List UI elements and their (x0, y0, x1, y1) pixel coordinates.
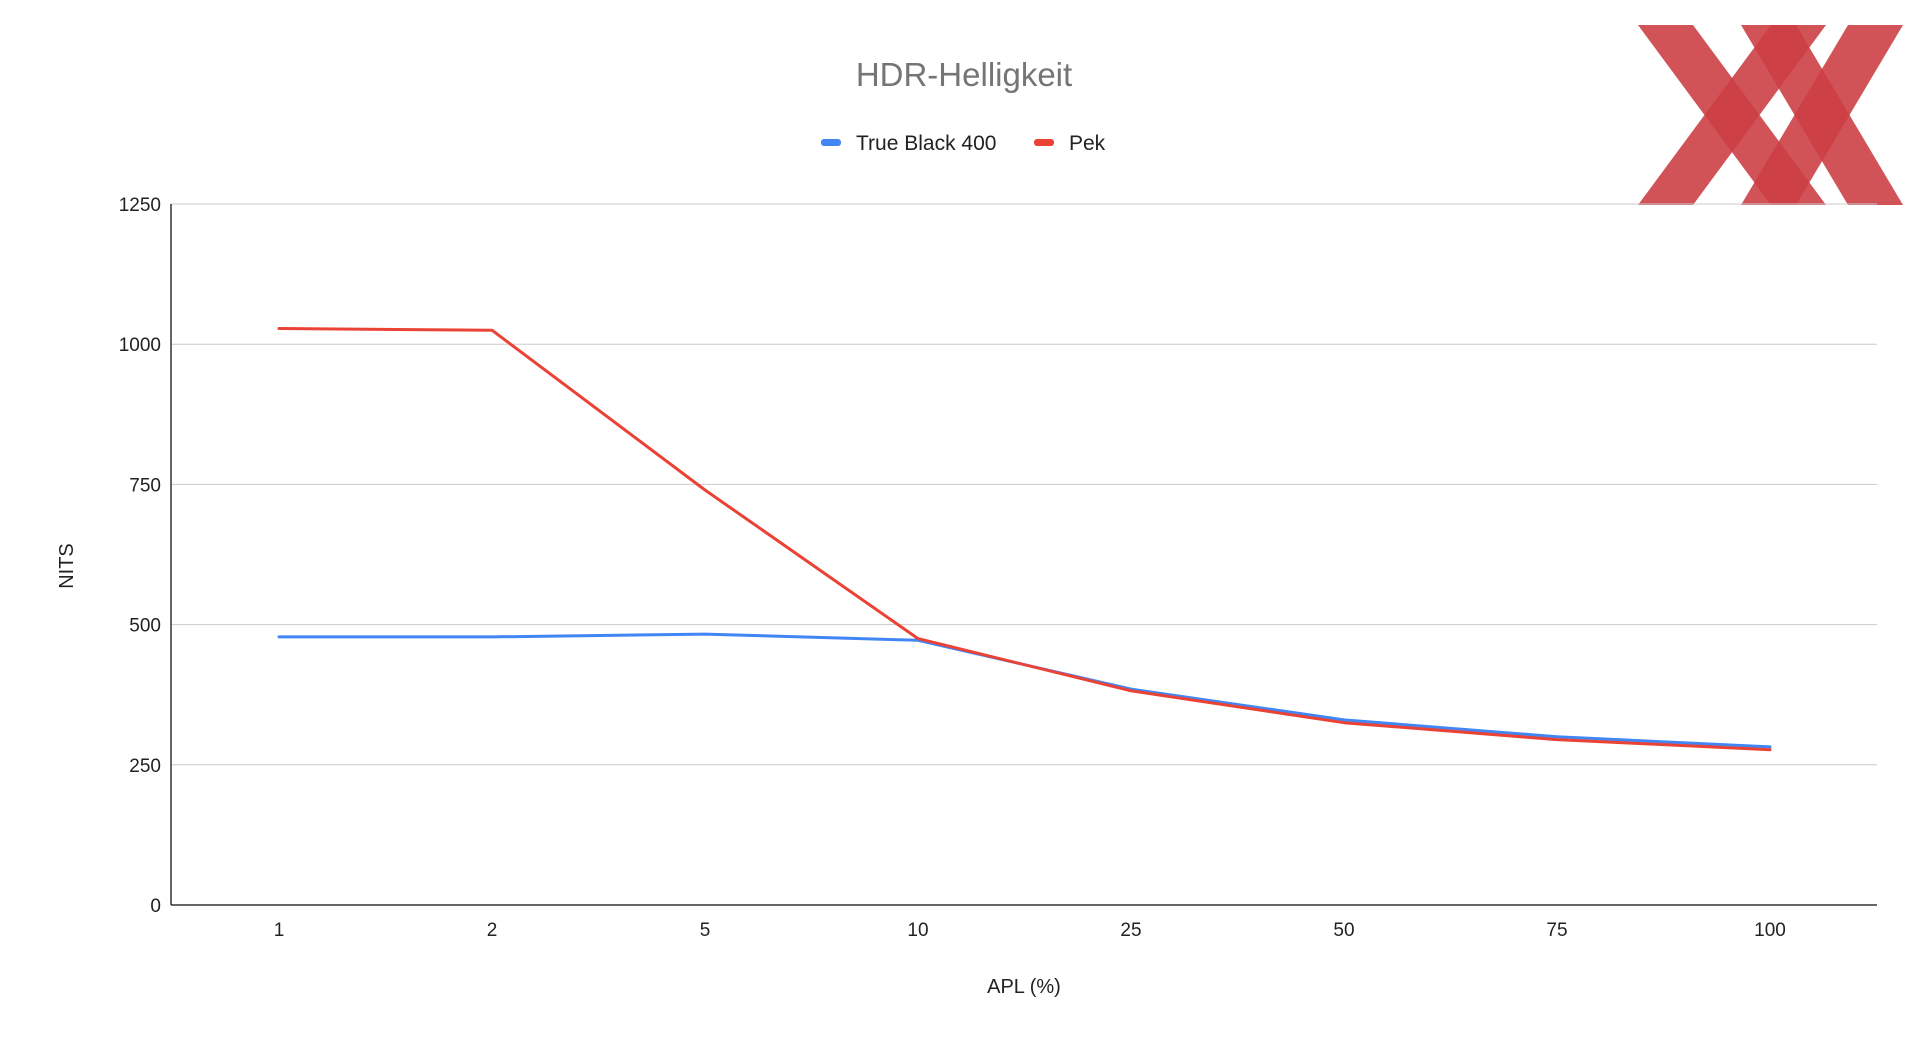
legend-item-true-black-400[interactable]: True Black 400 (821, 132, 996, 155)
y-axis-ticks: 0 250 500 750 1000 1250 (119, 195, 161, 917)
series-lines (277, 327, 1772, 752)
x-tick-label: 2 (487, 920, 498, 941)
series-line-pek (277, 327, 1772, 752)
x-axis-title: APL (%) (987, 976, 1061, 998)
legend-item-pek[interactable]: Pek (1034, 132, 1106, 155)
y-tick-label: 750 (129, 475, 161, 496)
y-tick-label: 0 (150, 896, 161, 917)
x-tick-label: 100 (1754, 920, 1786, 941)
legend-label: True Black 400 (856, 132, 996, 155)
legend-swatch (1034, 139, 1054, 146)
x-axis-ticks: 1 2 5 10 25 50 75 100 (274, 920, 1786, 941)
gridlines (171, 203, 1877, 766)
chart-title: HDR-Helligkeit (856, 56, 1072, 93)
x-tick-label: 10 (907, 920, 928, 941)
logo-stroke (1741, 25, 1903, 205)
legend-label: Pek (1069, 132, 1106, 155)
y-tick-label: 1000 (119, 335, 161, 356)
y-tick-label: 250 (129, 756, 161, 777)
y-tick-label: 1250 (119, 195, 161, 216)
legend: True Black 400 Pek (821, 132, 1106, 155)
x-tick-label: 50 (1333, 920, 1354, 941)
site-logo (1638, 25, 1903, 205)
y-tick-label: 500 (129, 616, 161, 637)
series-line-true-black-400 (277, 632, 1772, 749)
x-tick-label: 75 (1546, 920, 1567, 941)
x-tick-label: 25 (1120, 920, 1141, 941)
x-tick-label: 5 (700, 920, 711, 941)
legend-swatch (821, 139, 841, 146)
y-axis-title: NITS (56, 543, 78, 589)
x-tick-label: 1 (274, 920, 285, 941)
